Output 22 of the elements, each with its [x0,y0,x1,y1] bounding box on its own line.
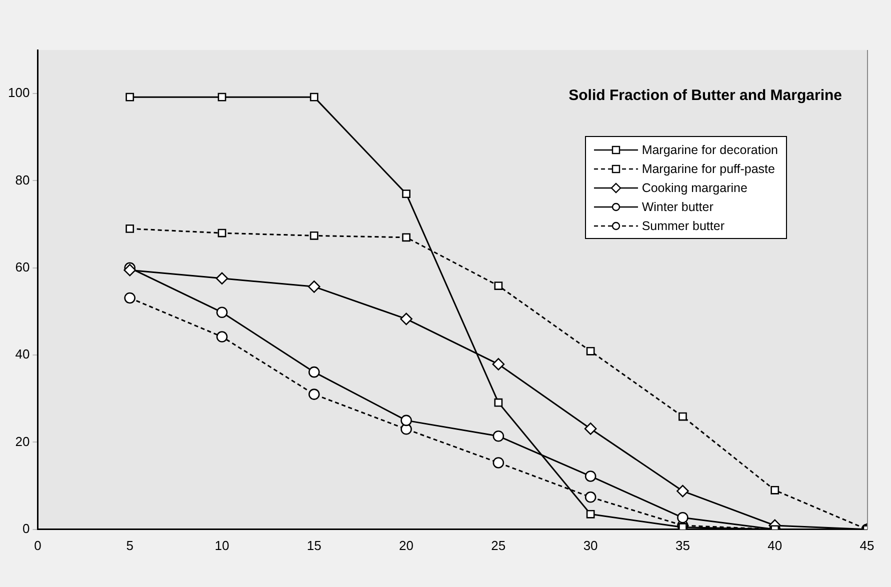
x-tick-label: 0 [34,538,42,553]
x-tick-label: 30 [583,538,598,553]
y-tick-label: 40 [15,346,30,362]
x-tick-label: 45 [860,538,874,553]
legend-label: Winter butter [642,200,714,214]
x-tick-label: 25 [491,538,506,553]
legend-label: Cooking margarine [642,180,748,194]
legend-label: Margarine for decoration [642,142,778,156]
x-tick-label: 10 [214,538,230,553]
x-tick-label: 20 [399,538,414,553]
x-tick-label: 15 [306,538,322,553]
y-tick-label: 80 [15,172,30,188]
legend-label: Margarine for puff-paste [642,162,775,176]
legend-label: Summer butter [642,218,724,232]
y-tick-label: 60 [15,259,30,274]
x-tick-label: 40 [768,538,782,553]
y-tick-label: 20 [15,434,30,449]
y-tick-label: 0 [22,520,30,536]
y-tick-label: 100 [8,85,30,100]
x-tick-label: 5 [126,538,134,553]
text: Solid Fraction of Butter and Margarine [568,87,842,104]
x-tick-label: 35 [675,538,690,553]
